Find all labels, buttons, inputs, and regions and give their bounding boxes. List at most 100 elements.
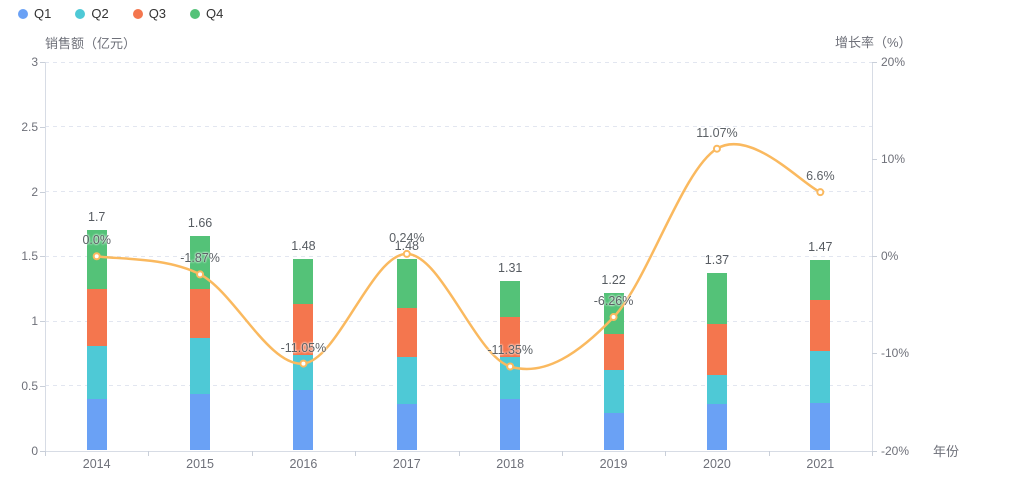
left-axis-tick-label: 2 xyxy=(31,184,38,199)
growth-label: 6.6% xyxy=(806,169,835,184)
legend-label: Q1 xyxy=(34,6,52,21)
x-axis-category-label: 2019 xyxy=(599,457,628,471)
bar-q2-2014[interactable] xyxy=(86,345,107,399)
growth-label: -6.26% xyxy=(593,294,634,309)
x-axis-tick xyxy=(45,450,46,456)
left-axis-tick xyxy=(40,321,45,322)
bar-q1-2019[interactable] xyxy=(603,412,624,451)
x-axis-title: 年份 xyxy=(933,444,960,459)
line-point-2016[interactable] xyxy=(299,359,308,368)
x-axis-tick xyxy=(561,450,563,456)
bar-q2-2021[interactable] xyxy=(810,350,831,403)
bar-q2-2017[interactable] xyxy=(396,357,417,404)
bar-total-label: 1.37 xyxy=(704,253,730,268)
x-axis-tick xyxy=(665,450,667,456)
bar-q3-2017[interactable] xyxy=(396,308,417,358)
right-axis-title: 增长率（%） xyxy=(835,35,912,50)
bar-q3-2021[interactable] xyxy=(810,300,831,351)
left-axis-tick-label: 2.5 xyxy=(21,119,38,134)
legend-label: Q3 xyxy=(148,6,167,21)
left-axis-title: 销售额（亿元） xyxy=(45,36,137,51)
bar-q1-2020[interactable] xyxy=(706,403,727,451)
bar-total-label: 1.22 xyxy=(601,272,626,287)
grid-line xyxy=(45,191,872,192)
bar-q2-2019[interactable] xyxy=(603,370,624,413)
bar-total-label: 1.48 xyxy=(291,238,316,253)
bar-q1-2021[interactable] xyxy=(810,402,831,451)
bar-q1-2015[interactable] xyxy=(190,393,211,451)
grid-line xyxy=(45,385,872,387)
right-axis-tick-label: 20% xyxy=(881,55,906,69)
bar-total-label: 1.47 xyxy=(808,240,833,255)
legend-dot-q3 xyxy=(132,9,143,19)
x-axis-category-label: 2018 xyxy=(496,457,525,471)
x-axis-category-label: 2015 xyxy=(186,457,214,471)
bar-q4-2020[interactable] xyxy=(706,273,727,324)
line-point-2015[interactable] xyxy=(196,270,205,279)
x-axis-tick xyxy=(458,450,460,456)
right-axis-tick xyxy=(872,353,877,355)
left-axis-tick-label: 0 xyxy=(31,443,38,458)
left-axis-tick xyxy=(40,126,45,128)
bar-q4-2018[interactable] xyxy=(500,280,521,318)
bar-q3-2015[interactable] xyxy=(190,288,211,338)
bar-total-label: 1.7 xyxy=(87,210,106,225)
growth-label: 11.07% xyxy=(696,125,738,140)
right-axis-tick-label: 0% xyxy=(881,249,899,264)
left-axis-tick-label: 0.5 xyxy=(21,378,38,393)
line-point-2019[interactable] xyxy=(609,313,618,322)
line-point-2018[interactable] xyxy=(506,362,515,371)
legend-item-q1[interactable]: Q1 xyxy=(18,7,51,21)
left-axis-tick xyxy=(40,450,45,452)
bar-q1-2017[interactable] xyxy=(396,403,417,451)
bar-q1-2014[interactable] xyxy=(86,398,107,451)
right-axis-tick xyxy=(872,450,877,452)
grid-line xyxy=(45,320,872,322)
grid-line xyxy=(45,61,872,63)
x-axis-tick xyxy=(768,450,770,456)
bar-q3-2020[interactable] xyxy=(706,323,727,376)
x-axis-tick xyxy=(148,450,150,456)
legend-dot-q1 xyxy=(18,9,28,19)
bar-q4-2017[interactable] xyxy=(396,258,417,309)
x-axis-tick xyxy=(872,450,873,456)
left-axis-tick-label: 3 xyxy=(31,55,38,69)
x-axis-category-label: 2021 xyxy=(806,457,835,471)
growth-label: -11.35% xyxy=(487,343,534,358)
x-axis-tick xyxy=(251,450,253,456)
right-axis-tick-label: -20% xyxy=(881,443,910,458)
growth-label: -11.05% xyxy=(280,340,327,355)
chart-legend: Q1 Q2 Q3 Q4 xyxy=(18,7,223,21)
bar-q2-2015[interactable] xyxy=(190,337,211,394)
bar-q4-2016[interactable] xyxy=(293,258,314,305)
left-axis-tick xyxy=(40,256,45,258)
line-point-2020[interactable] xyxy=(712,144,721,153)
left-axis-tick-label: 1.5 xyxy=(21,249,38,264)
legend-item-q3[interactable]: Q3 xyxy=(132,6,167,21)
left-axis-line xyxy=(45,62,46,451)
right-axis-tick xyxy=(872,62,877,63)
legend-label: Q4 xyxy=(206,6,224,21)
bar-q1-2016[interactable] xyxy=(293,389,314,451)
line-point-2014[interactable] xyxy=(92,252,101,261)
x-axis-category-label: 2020 xyxy=(703,457,731,471)
bar-total-label: 1.66 xyxy=(187,215,213,230)
left-axis-tick xyxy=(40,385,45,387)
bar-q3-2014[interactable] xyxy=(86,288,107,346)
left-axis-tick xyxy=(40,62,45,63)
bar-q3-2019[interactable] xyxy=(603,333,624,371)
legend-item-q4[interactable]: Q4 xyxy=(190,7,223,21)
bar-q4-2021[interactable] xyxy=(810,260,831,301)
legend-item-q2[interactable]: Q2 xyxy=(75,7,109,21)
bar-q2-2020[interactable] xyxy=(706,375,727,404)
bar-q1-2018[interactable] xyxy=(500,398,521,451)
growth-label: -1.87% xyxy=(180,251,220,266)
line-point-2021[interactable] xyxy=(816,188,825,197)
legend-dot-q2 xyxy=(75,9,86,19)
line-point-2017[interactable] xyxy=(402,249,411,258)
right-axis-tick-label: 10% xyxy=(881,152,906,167)
grid-line xyxy=(45,255,872,257)
x-axis-category-label: 2016 xyxy=(289,457,318,471)
